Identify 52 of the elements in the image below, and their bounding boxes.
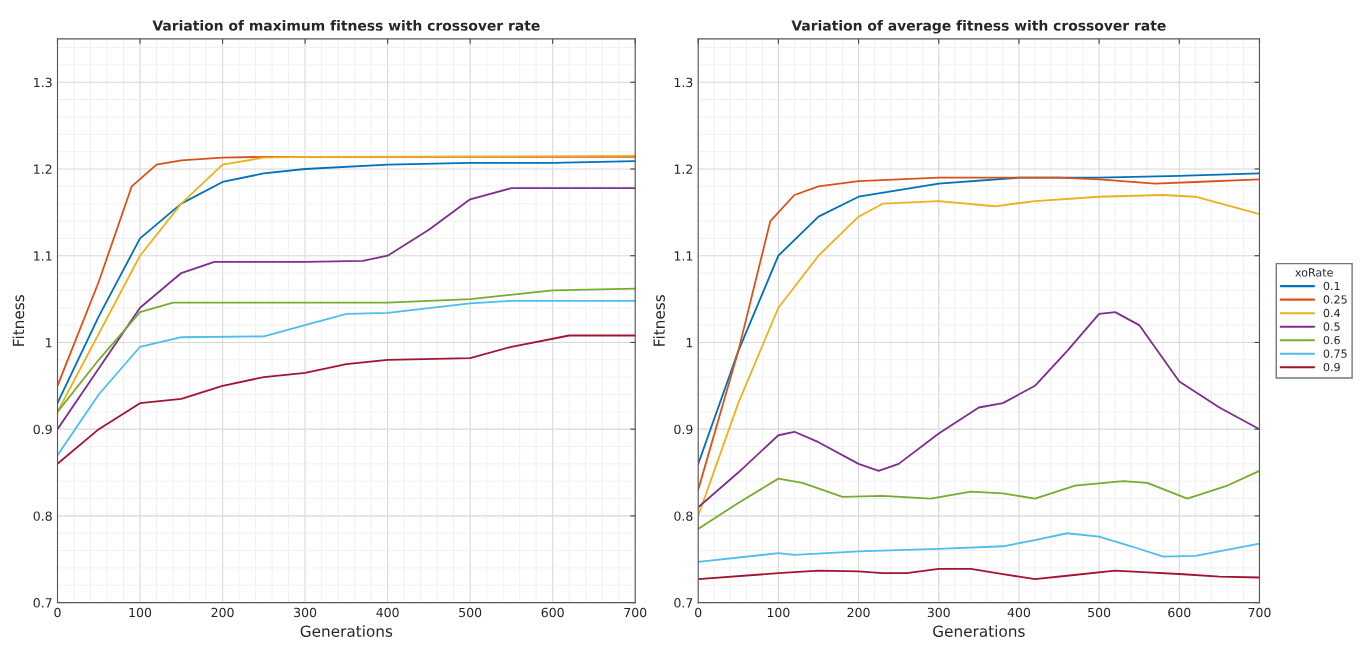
y-tick-label: 0.8 (33, 511, 52, 521)
line-series (698, 532, 1260, 563)
x-axis-title: Generations (300, 625, 393, 637)
y-tick-label: 1.3 (34, 77, 52, 88)
y-tick-label: 0.8 (674, 511, 693, 521)
x-tick-label: 300 (294, 607, 317, 618)
x-tick-label: 100 (767, 607, 790, 618)
y-tick-label: 1.1 (674, 251, 693, 261)
y-axis-title: Fitness (12, 295, 25, 346)
line-series (698, 469, 1260, 530)
x-tick-label: 200 (211, 607, 234, 618)
legend-label: 0.5 (1323, 322, 1340, 331)
legend-label: 0.9 (1323, 362, 1340, 372)
line-series (698, 567, 1260, 581)
x-tick-label: 700 (1248, 607, 1271, 618)
chart-title: Variation of maximum fitness with crossover rate (152, 19, 540, 31)
x-tick-label: 400 (376, 607, 399, 618)
y-tick-label: 0.7 (674, 598, 693, 608)
y-axis-title: Fitness (653, 295, 665, 346)
x-tick-label: 100 (129, 607, 152, 618)
y-tick-label: 1 (686, 338, 693, 348)
x-axis-title: Generations (933, 625, 1025, 637)
legend-label: 0.25 (1323, 295, 1347, 304)
x-tick-label: 600 (541, 607, 564, 618)
y-tick-label: 0.7 (33, 598, 52, 608)
y-tick-label: 1.3 (674, 77, 693, 88)
x-tick-label: 0 (695, 607, 702, 618)
y-tick-label: 0.9 (33, 424, 52, 435)
line-series (57, 187, 636, 431)
y-tick-label: 1.2 (674, 164, 693, 174)
x-tick-label: 500 (459, 607, 482, 618)
legend-title: xoRate (1295, 268, 1333, 277)
legend-label: 0.75 (1323, 349, 1347, 358)
y-tick-label: 1.2 (34, 164, 52, 174)
line-series (57, 287, 636, 413)
legend-label: 0.1 (1323, 281, 1340, 291)
line-series (57, 299, 636, 457)
y-tick-label: 1 (46, 338, 52, 348)
x-tick-label: 400 (1007, 607, 1031, 618)
x-tick-label: 500 (1088, 607, 1111, 618)
x-tick-label: 600 (1168, 607, 1191, 618)
legend-label: 0.4 (1323, 308, 1340, 318)
x-tick-label: 0 (54, 607, 61, 618)
line-series (57, 334, 636, 465)
x-tick-label: 700 (624, 607, 647, 618)
chart-title: Variation of average fitness with crossover rate (791, 19, 1166, 34)
x-tick-label: 200 (847, 607, 870, 618)
y-tick-label: 1.1 (34, 251, 52, 261)
y-tick-label: 0.9 (674, 424, 693, 435)
legend-label: 0.6 (1323, 335, 1340, 345)
x-tick-label: 300 (927, 607, 950, 618)
line-series (698, 311, 1260, 509)
